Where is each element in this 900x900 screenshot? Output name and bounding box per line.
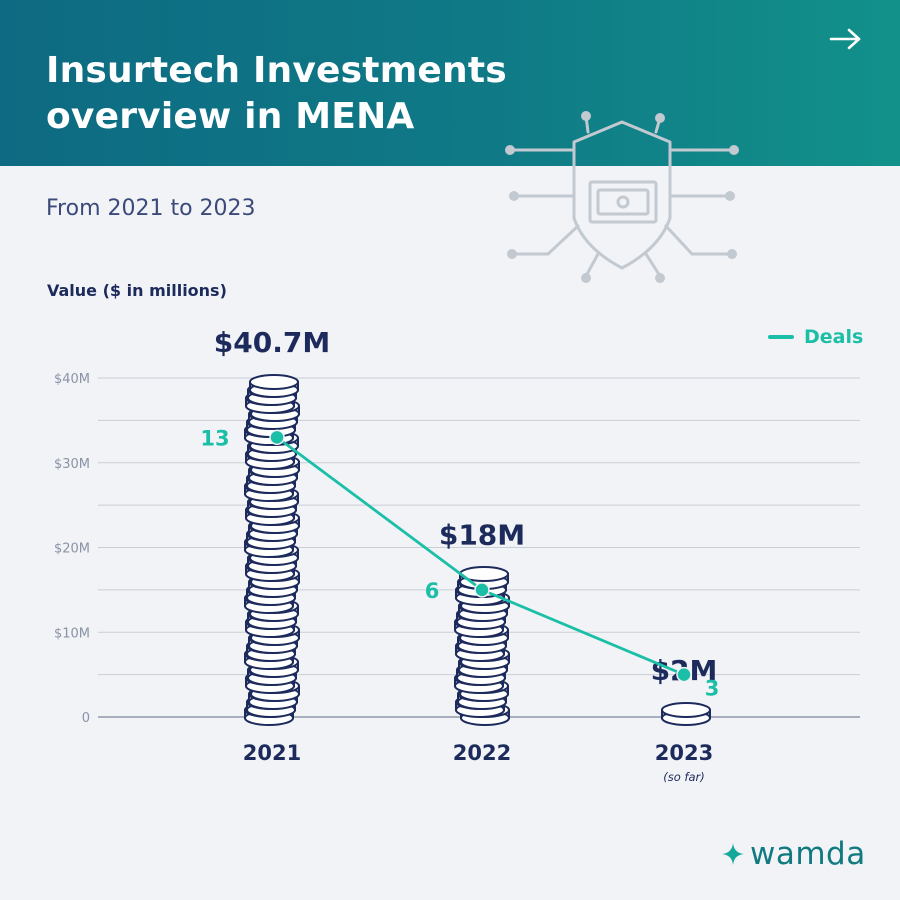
- deals-point-2022: [474, 582, 490, 598]
- arrow-right-icon[interactable]: [828, 26, 864, 52]
- legend-swatch-deals: [768, 335, 794, 339]
- sparkle-star-icon: [722, 843, 744, 865]
- deals-label-2023: 3: [705, 677, 720, 701]
- deals-point-2023: [676, 666, 692, 683]
- gridlines: [98, 377, 860, 718]
- coin-top: [249, 374, 299, 390]
- title-line-1: Insurtech Investments: [46, 50, 507, 91]
- shield-circuit-money-icon: [505, 111, 739, 283]
- bar-coin-stack-2023: [661, 702, 711, 726]
- coin-top: [661, 702, 711, 718]
- deals-label-2021: 13: [200, 426, 229, 450]
- header-banner: Insurtech Investments overview in MENA: [0, 0, 900, 166]
- brand-name: wamda: [750, 836, 866, 872]
- bar-value-label-2022: $18M: [439, 518, 525, 551]
- chart-legend: Deals: [768, 326, 863, 348]
- x-tick-label-2021: 2021: [243, 741, 301, 765]
- x-tick-label-2022: 2022: [453, 741, 511, 765]
- x-tick-note: (so far): [663, 770, 704, 784]
- title-line-2: overview in MENA: [46, 96, 415, 137]
- legend-label-deals: Deals: [804, 326, 864, 348]
- y-tick-label: 0: [82, 711, 90, 726]
- y-tick-label: $20M: [54, 542, 90, 557]
- x-tick-label-2023: 2023: [655, 741, 713, 765]
- deals-label-2022: 6: [425, 579, 440, 603]
- y-tick-label: $10M: [54, 626, 90, 641]
- y-tick-label: $40M: [54, 372, 90, 387]
- bar-value-label-2021: $40.7M: [214, 326, 330, 359]
- brand-logo: wamda: [722, 836, 866, 872]
- y-tick-label: $30M: [54, 457, 90, 472]
- deals-point-2021: [269, 429, 285, 446]
- y-axis-label: Value ($ in millions): [47, 281, 227, 300]
- page-title: Insurtech Investments overview in MENA: [46, 48, 507, 140]
- bar-coin-stack-2021: [244, 374, 300, 726]
- subtitle: From 2021 to 2023: [46, 196, 256, 221]
